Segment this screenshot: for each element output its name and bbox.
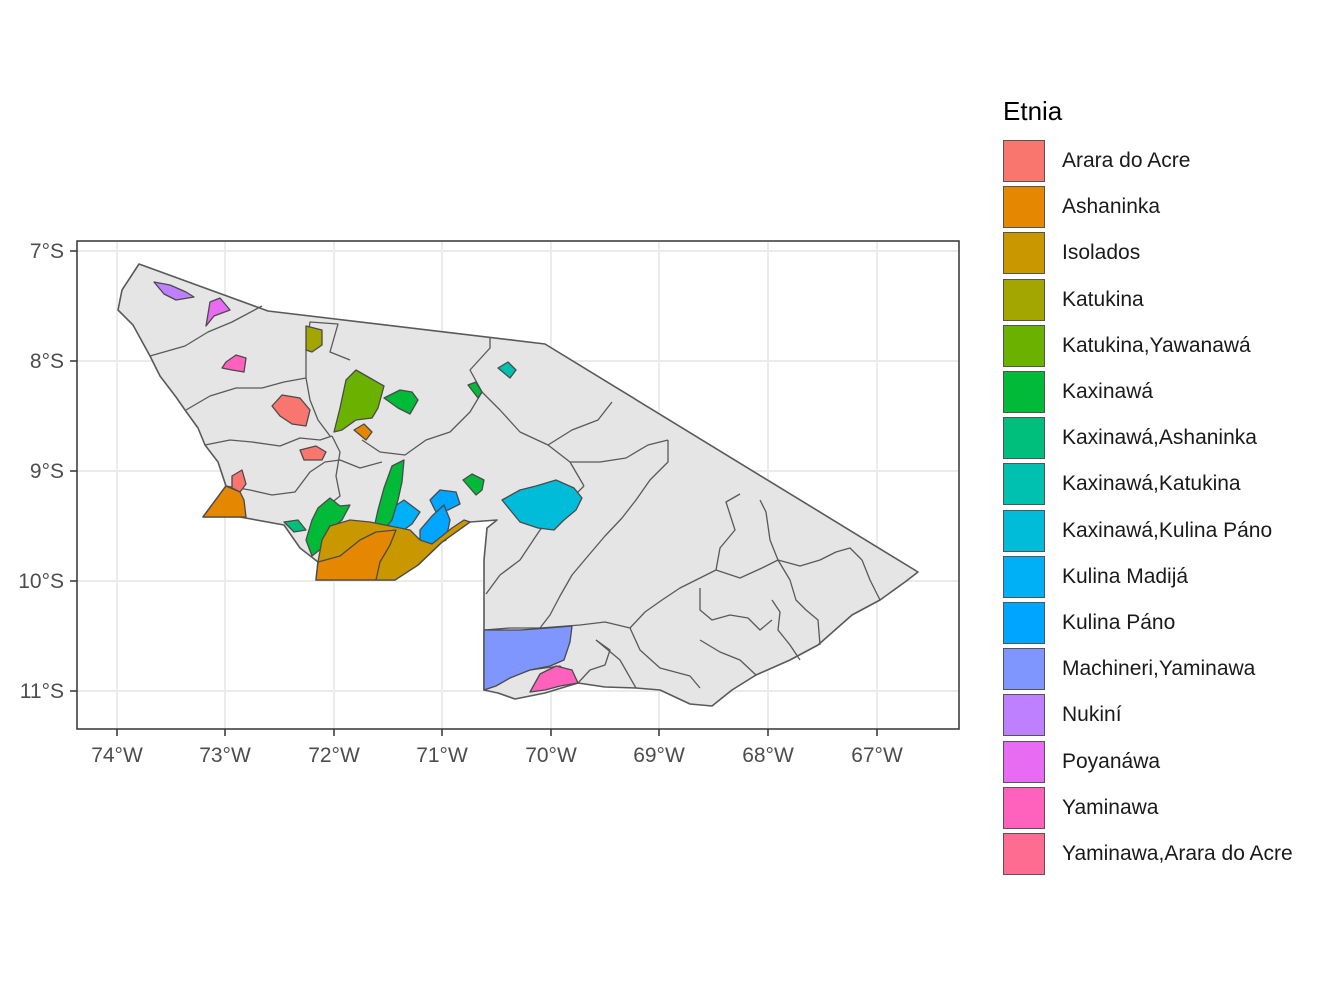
legend-label: Kaxinawá,Kulina Páno <box>1062 518 1273 542</box>
legend-color-swatch <box>1003 740 1045 783</box>
legend-label: Poyanáwa <box>1062 749 1161 773</box>
legend-color-swatch <box>1003 417 1045 460</box>
x-tick-label: 72°W <box>308 744 360 767</box>
legend-label: Machineri,Yaminawa <box>1062 657 1256 681</box>
x-tick-label: 67°W <box>851 744 903 767</box>
legend-item: Machineri,Yaminawa <box>1003 646 1293 692</box>
axis-ticks <box>70 250 878 736</box>
territory-katukina <box>305 325 323 353</box>
x-tick-label: 71°W <box>416 744 468 767</box>
legend-color-swatch <box>1003 463 1045 506</box>
legend-label: Yaminawa <box>1062 795 1159 819</box>
x-tick-label: 68°W <box>742 744 794 767</box>
legend-item: Poyanáwa <box>1003 738 1293 784</box>
legend-color-swatch <box>1003 648 1045 691</box>
plot-panel-border <box>76 240 960 730</box>
legend-label: Kulina Páno <box>1062 610 1176 634</box>
legend-label: Yaminawa,Arara do Acre <box>1062 841 1293 865</box>
legend-color-swatch <box>1003 555 1045 598</box>
legend-item: Kaxinawá <box>1003 369 1293 415</box>
legend-label: Kaxinawá,Ashaninka <box>1062 426 1257 450</box>
legend-label: Isolados <box>1062 241 1141 265</box>
territory-machineri-yaminawa <box>483 625 573 691</box>
legend-label: Kaxinawá <box>1062 380 1154 404</box>
legend-label: Ashaninka <box>1062 195 1161 219</box>
territory-kaxinawa-small <box>467 381 483 399</box>
territory-ashaninka-west <box>202 485 247 518</box>
territory-arara-mid <box>299 445 327 461</box>
y-tick-label: 8°S <box>30 350 64 373</box>
y-axis-labels: 7°S 8°S 9°S 10°S 11°S <box>18 240 64 703</box>
territory-kaxinawa-kulina-pano <box>501 479 583 531</box>
legend: Etnia Arara do Acre Ashaninka Isolados Katu… <box>1003 94 1293 877</box>
territory-kaxinawa-west <box>305 497 351 557</box>
legend-label: Katukina,Yawanawá <box>1062 333 1251 357</box>
legend-item: Ashaninka <box>1003 184 1293 230</box>
legend-item: Kaxinawá,Kulina Páno <box>1003 508 1293 554</box>
legend-title: Etnia <box>1003 96 1063 126</box>
territory-kaxinawa-katukina <box>497 361 517 379</box>
legend-color-swatch <box>1003 140 1045 183</box>
territory-arara-north <box>271 394 311 427</box>
territories <box>153 281 583 693</box>
territory-kaxinawa-ashaninka <box>283 519 307 533</box>
x-tick-label: 74°W <box>91 744 143 767</box>
legend-item: Katukina,Yawanawá <box>1003 323 1293 369</box>
legend-color-swatch <box>1003 601 1045 644</box>
territory-ashaninka-south <box>315 529 397 581</box>
legend-color-swatch <box>1003 371 1045 414</box>
x-tick-label: 70°W <box>525 744 577 767</box>
territory-ashaninka-small <box>353 423 373 441</box>
legend-label: Kulina Madijá <box>1062 564 1189 588</box>
legend-color-swatch <box>1003 509 1045 552</box>
x-axis-labels: 74°W 73°W 72°W 71°W 70°W 69°W 68°W 67°W <box>91 744 903 767</box>
legend-color-swatch <box>1003 278 1045 321</box>
territory-nukini <box>153 281 195 301</box>
legend-color-swatch <box>1003 786 1045 829</box>
territory-arara-south <box>231 469 247 493</box>
legend-color-swatch <box>1003 694 1045 737</box>
legend-label: Kaxinawá,Katukina <box>1062 472 1241 496</box>
territory-yaminawa-south <box>529 665 579 693</box>
territory-katukina-yawanawa <box>333 369 385 433</box>
legend-item: Isolados <box>1003 230 1293 276</box>
legend-item: Kulina Madijá <box>1003 554 1293 600</box>
legend-item: Yaminawa,Arara do Acre <box>1003 831 1293 877</box>
y-tick-label: 11°S <box>20 680 64 703</box>
legend-item: Nukiní <box>1003 692 1293 738</box>
legend-item: Kulina Páno <box>1003 600 1293 646</box>
x-tick-label: 73°W <box>199 744 251 767</box>
legend-item: Kaxinawá,Katukina <box>1003 461 1293 507</box>
territory-kaxinawa-north <box>383 389 419 415</box>
legend-color-swatch <box>1003 832 1045 875</box>
legend-color-swatch <box>1003 324 1045 367</box>
acre-state-outline <box>117 263 919 707</box>
y-tick-label: 7°S <box>30 240 64 263</box>
legend-items: Arara do Acre Ashaninka Isolados Katukina Ka… <box>1003 138 1293 877</box>
legend-item: Arara do Acre <box>1003 138 1293 184</box>
legend-item: Kaxinawá,Ashaninka <box>1003 415 1293 461</box>
legend-label: Nukiní <box>1062 703 1122 727</box>
legend-label: Arara do Acre <box>1062 149 1191 173</box>
y-tick-label: 9°S <box>30 460 64 483</box>
legend-item: Yaminawa <box>1003 785 1293 831</box>
legend-color-swatch <box>1003 232 1045 275</box>
territory-yaminawa-north <box>221 354 247 373</box>
legend-color-swatch <box>1003 186 1045 229</box>
legend-label: Katukina <box>1062 287 1144 311</box>
y-tick-label: 10°S <box>18 570 64 593</box>
territory-poyanawa <box>205 297 231 327</box>
territory-kaxinawa-east <box>462 473 485 496</box>
legend-item: Katukina <box>1003 277 1293 323</box>
x-tick-label: 69°W <box>633 744 685 767</box>
